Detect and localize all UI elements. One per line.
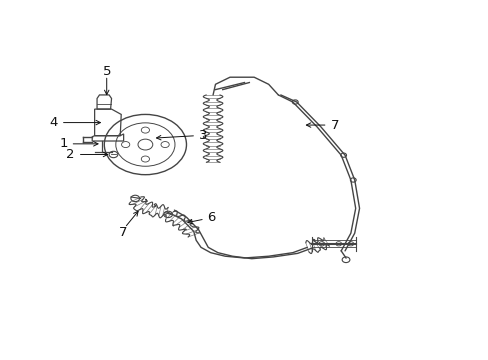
Text: 2: 2 — [66, 148, 75, 161]
Text: 6: 6 — [207, 211, 215, 224]
Text: 1: 1 — [60, 138, 68, 150]
Text: 7: 7 — [330, 118, 339, 131]
Text: 3: 3 — [199, 129, 207, 142]
Text: 4: 4 — [49, 116, 58, 129]
Text: 5: 5 — [102, 66, 111, 78]
Text: 7: 7 — [118, 226, 127, 239]
